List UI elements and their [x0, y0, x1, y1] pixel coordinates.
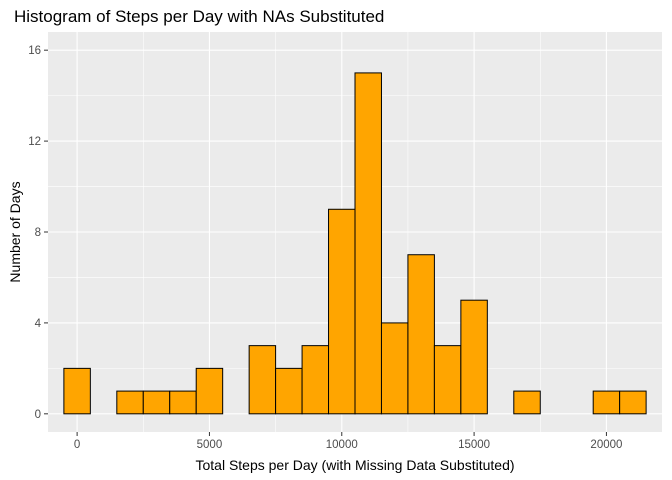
- histogram-bar: [380, 322, 409, 415]
- histogram-bar: [354, 72, 382, 415]
- histogram-bar: [407, 254, 435, 415]
- bars: [63, 72, 647, 415]
- histogram-bar: [460, 299, 488, 415]
- x-tick-label: 15000: [458, 439, 490, 451]
- histogram-bar: [328, 208, 356, 415]
- histogram-bar: [195, 367, 224, 415]
- y-axis: 0 4 8 12 16: [28, 45, 48, 421]
- histogram-bar: [433, 345, 462, 415]
- histogram-bar: [116, 390, 144, 415]
- histogram-bar: [301, 345, 330, 415]
- x-tick-label: 20000: [590, 439, 622, 451]
- y-tick-label: 0: [35, 409, 41, 421]
- y-tick-label: 8: [35, 227, 41, 239]
- histogram-bar: [513, 390, 541, 415]
- y-tick-label: 4: [35, 318, 42, 330]
- histogram-bar: [275, 367, 303, 415]
- x-axis: 0 5000 10000 15000 20000: [74, 432, 622, 451]
- x-axis-title: Total Steps per Day (with Missing Data S…: [195, 457, 514, 473]
- histogram-bar: [142, 390, 171, 415]
- histogram-bar: [169, 390, 197, 415]
- histogram-bar: [248, 345, 277, 415]
- histogram-bar: [619, 390, 647, 415]
- x-tick-label: 5000: [197, 439, 223, 451]
- x-tick-label: 0: [74, 439, 80, 451]
- chart-title: Histogram of Steps per Day with NAs Subs…: [14, 7, 384, 26]
- y-tick-label: 12: [28, 136, 41, 148]
- y-tick-label: 16: [28, 45, 41, 57]
- histogram-bar: [63, 367, 91, 415]
- x-tick-label: 10000: [326, 439, 358, 451]
- y-axis-title: Number of Days: [7, 181, 23, 282]
- histogram-bar: [592, 390, 621, 415]
